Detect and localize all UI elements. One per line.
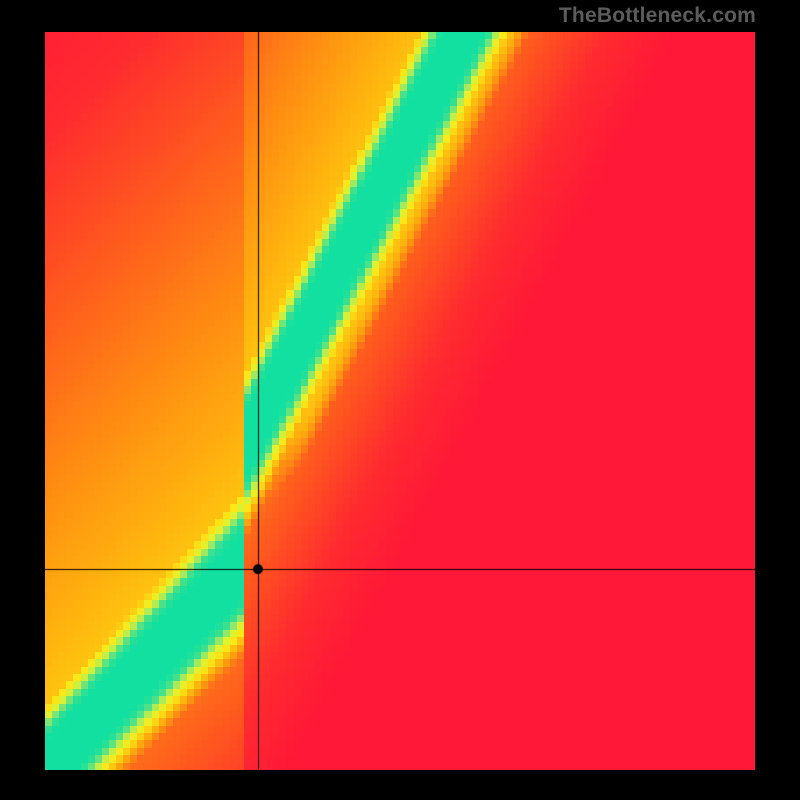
chart-container: TheBottleneck.com [0, 0, 800, 800]
watermark-text: TheBottleneck.com [559, 4, 756, 28]
bottleneck-heatmap [45, 32, 755, 770]
